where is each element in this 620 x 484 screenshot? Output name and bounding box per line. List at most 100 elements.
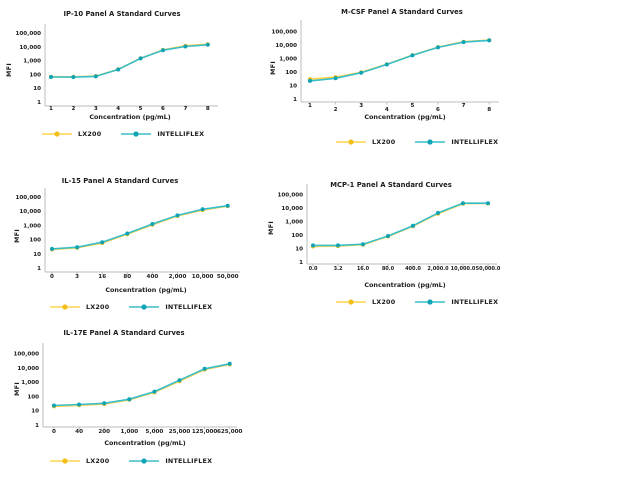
data-point-lx200 [205, 42, 210, 47]
y-tick-label: 1,000 [279, 57, 297, 63]
lx200-line-marker-icon [336, 139, 366, 145]
y-tick-label: 10 [295, 247, 303, 253]
legend-item-lx200: LX200 [42, 130, 101, 138]
x-tick-label: 0 [50, 274, 54, 280]
x-tick-label: 125,000 [192, 429, 218, 435]
x-tick-label: 2,000 [169, 274, 187, 280]
y-tick-label: 1 [293, 97, 297, 103]
legend-label-lx200: LX200 [86, 303, 110, 311]
chart-ip10: 100,000 10,000 1,000 100 10 1 1 2 3 4 5 6 7 8 IP-10 P… [0, 2, 262, 154]
intelliflex-line-marker-icon [129, 304, 160, 310]
data-point-intelliflex [486, 201, 490, 206]
data-point-intelliflex [461, 40, 466, 45]
data-point-lx200 [71, 74, 76, 79]
y-axis-label: MFI [267, 220, 275, 236]
data-point-intelliflex [100, 240, 105, 245]
data-point-lx200 [384, 62, 389, 67]
x-tick-label: 80 [123, 274, 131, 280]
y-tick-label: 1 [37, 100, 41, 106]
y-tick-label: 1,000 [23, 223, 41, 229]
data-point-intelliflex [436, 210, 440, 215]
data-point-intelliflex [138, 56, 143, 61]
y-tick-label: 100 [285, 70, 297, 76]
series-line-intelliflex [53, 362, 231, 407]
x-tick-label: 3 [94, 106, 98, 112]
x-tick-label: 4 [116, 106, 120, 112]
y-axis-label: MFI [5, 62, 13, 78]
data-point-intelliflex [411, 223, 415, 228]
x-axis-label: Concentration (pg/mL) [364, 113, 446, 121]
x-tick-label: 2,000.0 [427, 266, 449, 272]
data-point-intelliflex [487, 38, 492, 43]
data-point-lx200 [52, 404, 56, 409]
data-point-lx200 [487, 38, 492, 43]
data-point-intelliflex [336, 243, 340, 248]
series-line-intelliflex [312, 202, 489, 247]
y-tick-label: 100,000 [278, 193, 304, 199]
legend: LX200 INTELLIFLEX [336, 138, 498, 146]
data-point-lx200 [336, 244, 340, 249]
x-tick-label: 10,000 [192, 274, 214, 280]
data-point-intelliflex [127, 397, 132, 402]
data-point-intelliflex [125, 231, 130, 236]
x-tick-label: 8 [487, 107, 491, 113]
lx200-line-marker-icon [50, 458, 80, 464]
data-point-lx200 [486, 201, 490, 206]
chart-title: MCP-1 Panel A Standard Curves [330, 181, 452, 189]
data-point-intelliflex [205, 42, 210, 47]
data-point-intelliflex [225, 203, 230, 208]
y-tick-label: 10 [289, 84, 297, 90]
lx200-line-marker-icon [50, 304, 80, 310]
data-point-intelliflex [202, 366, 207, 371]
data-point-intelliflex [384, 62, 389, 67]
x-axis-label: Concentration (pg/mL) [364, 281, 446, 289]
data-point-lx200 [308, 77, 312, 82]
legend-label-lx200: LX200 [78, 130, 102, 138]
data-point-intelliflex [183, 44, 188, 49]
data-point-intelliflex [386, 234, 390, 238]
data-point-intelliflex [152, 389, 157, 394]
y-tick-label: 1 [35, 423, 39, 429]
y-tick-label: 10,000 [19, 209, 41, 215]
data-point-intelliflex [175, 213, 180, 218]
data-point-lx200 [175, 214, 180, 218]
x-tick-label: 25,000 [169, 429, 191, 435]
data-point-lx200 [50, 247, 54, 252]
data-point-lx200 [116, 67, 121, 72]
data-point-intelliflex [359, 70, 364, 75]
series-line-lx200 [312, 202, 489, 248]
chart-title: IP-10 Panel A Standard Curves [63, 10, 181, 18]
x-axis-label: Concentration (pg/mL) [104, 439, 186, 447]
y-axis-label: MFI [13, 381, 21, 397]
data-point-lx200 [461, 39, 466, 44]
mcp1-plot-area: 100,000 10,000 1,000 100 10 1 0.0 3.2 16.0 80.0 40… [278, 184, 501, 272]
x-tick-label: 1,000 [120, 429, 138, 435]
data-point-lx200 [177, 379, 182, 384]
data-point-lx200 [225, 204, 230, 209]
x-tick-label: 16 [98, 274, 106, 280]
x-tick-label: 200 [98, 429, 110, 435]
y-axis-label: MFI [269, 60, 277, 76]
series-line-lx200 [51, 205, 229, 251]
x-tick-label: 50,000 [217, 274, 239, 280]
x-axis-label: Concentration (pg/mL) [89, 113, 171, 121]
legend-item-intelliflex: INTELLIFLEX [121, 130, 204, 138]
y-tick-label: 100 [27, 394, 39, 400]
x-tick-label: 0.0 [309, 266, 318, 272]
x-tick-label: 7 [462, 103, 466, 109]
x-tick-label: 40 [75, 429, 83, 435]
chart-title: IL-17E Panel A Standard Curves [63, 329, 185, 337]
y-tick-label: 10,000 [281, 206, 303, 212]
x-tick-label: 5 [139, 106, 143, 112]
data-point-intelliflex [333, 76, 338, 81]
data-point-intelliflex [311, 243, 315, 248]
x-tick-label: 80.0 [382, 266, 395, 272]
legend-label-intelliflex: INTELLIFLEX [165, 457, 213, 465]
y-tick-label: 1,000 [21, 380, 39, 386]
y-tick-label: 10,000 [17, 366, 39, 372]
x-tick-label: 2 [334, 107, 338, 113]
x-tick-label: 1 [49, 106, 53, 112]
data-point-intelliflex [50, 246, 54, 251]
y-axis-label: MFI [13, 228, 21, 244]
y-tick-label: 100 [291, 233, 303, 239]
